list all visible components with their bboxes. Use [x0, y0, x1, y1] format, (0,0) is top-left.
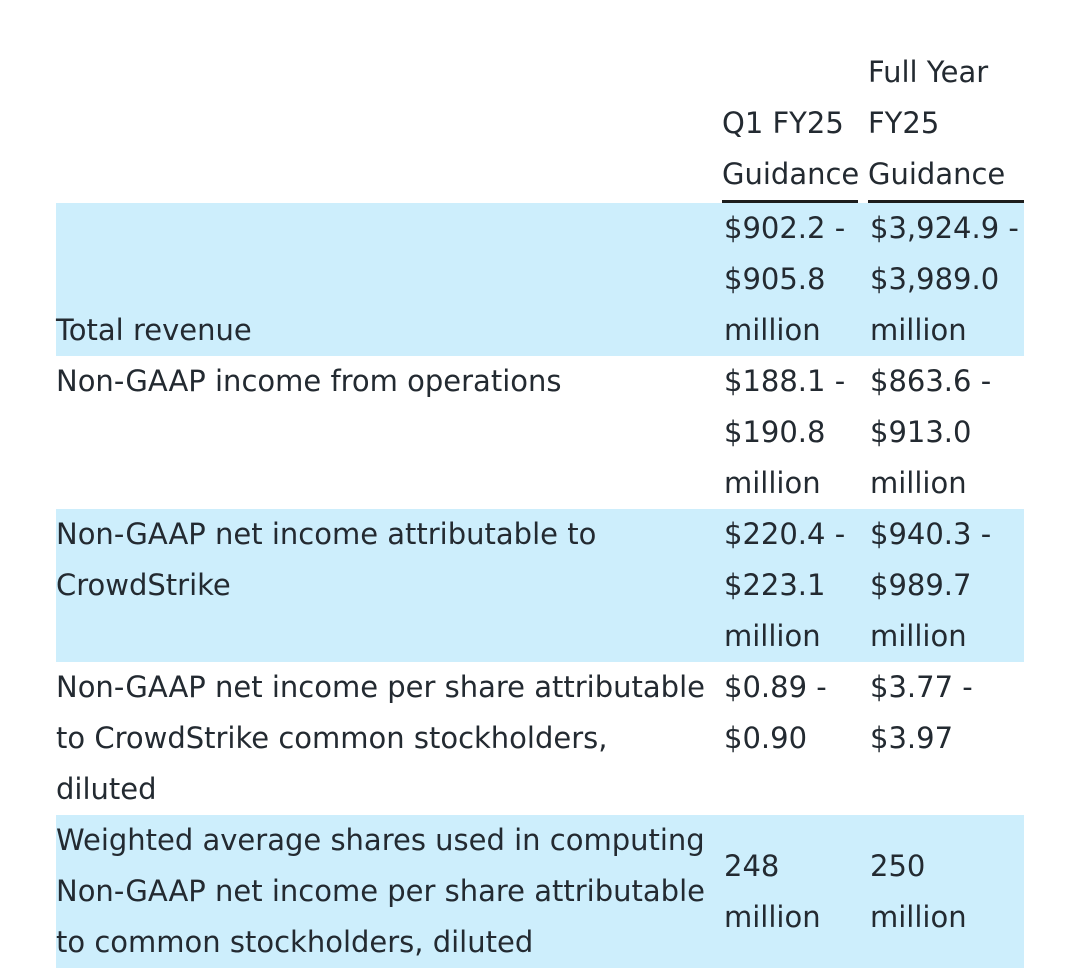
row-fy-value: $940.3 - $989.7 million	[868, 509, 1024, 662]
row-fy-value: $863.6 - $913.0 million	[870, 364, 992, 500]
header-fy-guidance: Full Year FY25 Guidance	[868, 47, 1024, 203]
header-q1-text: Q1 FY25 Guidance	[722, 98, 859, 203]
table-header: Q1 FY25 Guidance Full Year FY25 Guidance	[56, 47, 1024, 203]
table-body: Total revenue $902.2 - $905.8 million $3…	[56, 203, 1024, 968]
row-label: Non-GAAP net income per share attributab…	[56, 670, 705, 806]
row-fy-value: $3,924.9 - $3,989.0 million	[868, 203, 1024, 356]
row-label: Non-GAAP income from operations	[56, 364, 562, 398]
row-label: Non-GAAP net income attributable to Crow…	[56, 509, 722, 662]
row-q1-value: $188.1 - $190.8 million	[724, 364, 846, 500]
row-q1-value: $0.89 - $0.90	[724, 670, 827, 755]
table-row-weighted-average-shares: Weighted average shares used in computin…	[56, 815, 1024, 968]
header-label-cell	[56, 47, 722, 203]
header-row: Q1 FY25 Guidance Full Year FY25 Guidance	[56, 47, 1024, 203]
row-q1-value: $220.4 - $223.1 million	[722, 509, 868, 662]
row-q1-value: 248 million	[722, 815, 868, 968]
row-fy-value: 250 million	[868, 815, 1024, 968]
row-fy-value: $3.77 - $3.97	[870, 670, 973, 755]
header-q1-guidance: Q1 FY25 Guidance	[722, 47, 868, 203]
table-row-net-income-per-share: Non-GAAP net income per share attributab…	[56, 662, 1024, 815]
guidance-table: Q1 FY25 Guidance Full Year FY25 Guidance…	[56, 47, 1024, 968]
table-row-net-income: Non-GAAP net income attributable to Crow…	[56, 509, 1024, 662]
table-row-income-from-operations: Non-GAAP income from operations $188.1 -…	[56, 356, 1024, 509]
table-row-total-revenue: Total revenue $902.2 - $905.8 million $3…	[56, 203, 1024, 356]
row-label: Total revenue	[56, 203, 722, 356]
row-q1-value: $902.2 - $905.8 million	[722, 203, 868, 356]
row-label: Weighted average shares used in computin…	[56, 815, 722, 968]
header-fy-text: Full Year FY25 Guidance	[868, 47, 1024, 203]
